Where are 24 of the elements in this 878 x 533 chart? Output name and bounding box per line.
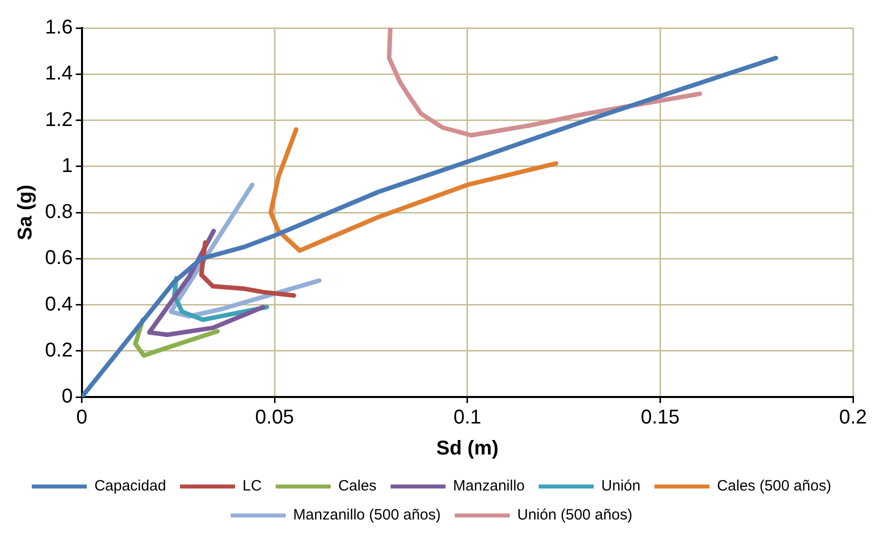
legend-label: LC	[242, 478, 262, 495]
x-tick-label: 0.1	[453, 406, 482, 429]
legend-label: Manzanillo	[453, 478, 525, 495]
x-tick-label: 0.2	[839, 406, 867, 429]
x-tick-label: 0	[76, 406, 88, 429]
x-axis-title: Sd (m)	[436, 438, 499, 460]
y-tick-label: 1.4	[44, 62, 73, 85]
y-tick-label: 0.8	[44, 201, 73, 224]
legend-label: Cales	[338, 478, 377, 495]
y-tick-label: 0.2	[44, 339, 73, 362]
y-tick-label: 0.6	[44, 247, 73, 270]
x-tick-label: 0.05	[255, 406, 294, 429]
legend-label: Unión (500 años)	[517, 506, 632, 524]
y-tick-label: 0.4	[44, 293, 73, 316]
y-tick-label: 1.6	[44, 16, 73, 39]
legend-label: Cales (500 años)	[716, 478, 832, 495]
y-tick-label: 1.2	[44, 108, 73, 131]
x-tick-label: 0.15	[640, 406, 680, 429]
legend-label: Capacidad	[94, 478, 166, 495]
legend-label: Manzanillo (500 años)	[293, 506, 441, 524]
legend-label: Unión	[601, 478, 640, 495]
y-tick-label: 0	[62, 386, 73, 408]
y-axis-title: Sa (g)	[14, 184, 37, 240]
y-tick-label: 1	[62, 154, 73, 177]
